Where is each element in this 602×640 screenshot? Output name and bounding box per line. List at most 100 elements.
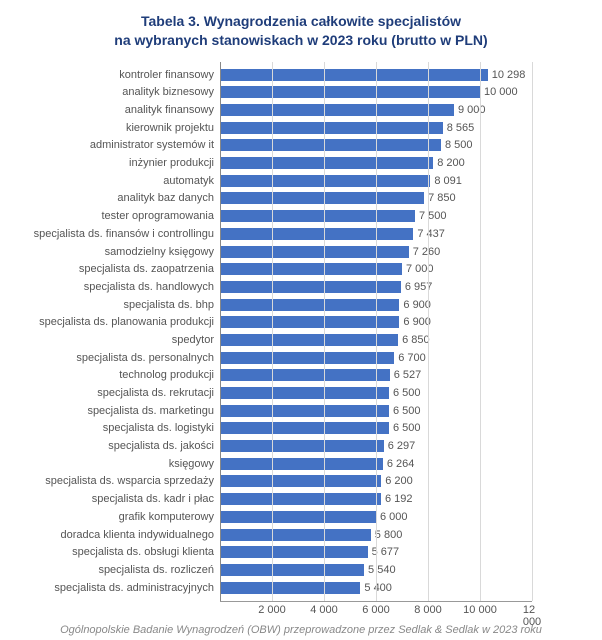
bar <box>220 263 402 275</box>
bar <box>220 440 384 452</box>
bar <box>220 511 376 523</box>
category-label: analityk baz danych <box>10 192 220 204</box>
bar <box>220 246 409 258</box>
bar <box>220 334 398 346</box>
bar <box>220 122 443 134</box>
bar <box>220 352 394 364</box>
value-label: 6 500 <box>389 387 421 399</box>
value-label: 6 500 <box>389 422 421 434</box>
value-label: 6 700 <box>394 352 426 364</box>
category-label: księgowy <box>10 458 220 470</box>
value-label: 6 500 <box>389 405 421 417</box>
bar <box>220 139 441 151</box>
category-label: specjalista ds. finansów i controllingu <box>10 228 220 240</box>
value-label: 7 500 <box>415 210 447 222</box>
category-label: specjalista ds. rekrutacji <box>10 387 220 399</box>
bar <box>220 546 368 558</box>
bar <box>220 299 399 311</box>
category-label: analityk biznesowy <box>10 86 220 98</box>
x-tick-label: 2 000 <box>258 604 286 616</box>
bar <box>220 104 454 116</box>
value-label: 6 264 <box>383 458 415 470</box>
bar <box>220 405 389 417</box>
category-label: specjalista ds. kadr i płac <box>10 493 220 505</box>
gridline <box>428 62 429 601</box>
value-label: 6 297 <box>384 440 416 452</box>
bar <box>220 529 371 541</box>
chart-container: kontroler finansowy 10 298 analityk biznes… <box>0 58 602 618</box>
value-label: 7 260 <box>409 246 441 258</box>
bar <box>220 86 480 98</box>
gridline <box>532 62 533 601</box>
bar <box>220 582 360 594</box>
bar <box>220 564 364 576</box>
x-tick-label: 8 000 <box>414 604 442 616</box>
category-label: administrator systemów it <box>10 139 220 151</box>
category-label: technolog produkcji <box>10 369 220 381</box>
category-label: inżynier produkcji <box>10 157 220 169</box>
category-label: kontroler finansowy <box>10 69 220 81</box>
value-label: 8 091 <box>430 175 462 187</box>
category-label: specjalista ds. bhp <box>10 299 220 311</box>
value-label: 5 540 <box>364 564 396 576</box>
category-label: specjalista ds. obsługi klienta <box>10 546 220 558</box>
bar <box>220 369 390 381</box>
bar <box>220 228 413 240</box>
value-label: 6 000 <box>376 511 408 523</box>
value-label: 7 437 <box>413 228 445 240</box>
bar <box>220 192 424 204</box>
value-label: 6 527 <box>390 369 422 381</box>
bar <box>220 316 399 328</box>
bar <box>220 69 488 81</box>
x-tick-label: 10 000 <box>463 604 497 616</box>
value-label: 6 900 <box>399 299 431 311</box>
gridline <box>272 62 273 601</box>
y-axis-line <box>220 62 221 601</box>
category-label: specjalista ds. rozliczeń <box>10 564 220 576</box>
bar <box>220 475 381 487</box>
chart-title-line2: na wybranych stanowiskach w 2023 roku (b… <box>20 31 582 50</box>
category-label: specjalista ds. handlowych <box>10 281 220 293</box>
value-label: 10 000 <box>480 86 518 98</box>
bar <box>220 493 381 505</box>
value-label: 6 200 <box>381 475 413 487</box>
value-label: 6 900 <box>399 316 431 328</box>
category-label: specjalista ds. personalnych <box>10 352 220 364</box>
bar <box>220 210 415 222</box>
chart-title-line1: Tabela 3. Wynagrodzenia całkowite specja… <box>20 12 582 31</box>
category-label: analityk finansowy <box>10 104 220 116</box>
category-label: doradca klienta indywidualnego <box>10 529 220 541</box>
value-label: 8 500 <box>441 139 473 151</box>
category-label: automatyk <box>10 175 220 187</box>
x-tick-label: 6 000 <box>362 604 390 616</box>
plot-area: kontroler finansowy10 298analityk biznes… <box>220 62 532 602</box>
category-label: specjalista ds. wsparcia sprzedaży <box>10 475 220 487</box>
value-label: 5 677 <box>368 546 400 558</box>
category-label: specjalista ds. zaopatrzenia <box>10 263 220 275</box>
value-label: 10 298 <box>488 69 526 81</box>
chart-title: Tabela 3. Wynagrodzenia całkowite specja… <box>0 0 602 58</box>
gridline <box>480 62 481 601</box>
category-label: specjalista ds. administracyjnych <box>10 582 220 594</box>
chart-footer: Ogólnopolskie Badanie Wynagrodzeń (OBW) … <box>0 624 602 636</box>
category-label: specjalista ds. planowania produkcji <box>10 316 220 328</box>
bar <box>220 175 430 187</box>
bar <box>220 157 433 169</box>
x-axis-ticks: 2 0004 0006 0008 00010 00012 000 <box>220 602 532 618</box>
value-label: 6 192 <box>381 493 413 505</box>
gridline <box>376 62 377 601</box>
category-label: samodzielny księgowy <box>10 246 220 258</box>
category-label: specjalista ds. marketingu <box>10 405 220 417</box>
bar <box>220 281 401 293</box>
value-label: 8 200 <box>433 157 465 169</box>
category-label: specjalista ds. logistyki <box>10 422 220 434</box>
category-label: specjalista ds. jakości <box>10 440 220 452</box>
bar <box>220 422 389 434</box>
bar <box>220 458 383 470</box>
value-label: 6 850 <box>398 334 430 346</box>
category-label: grafik komputerowy <box>10 511 220 523</box>
category-label: kierownik projektu <box>10 122 220 134</box>
category-label: spedytor <box>10 334 220 346</box>
category-label: tester oprogramowania <box>10 210 220 222</box>
bar <box>220 387 389 399</box>
